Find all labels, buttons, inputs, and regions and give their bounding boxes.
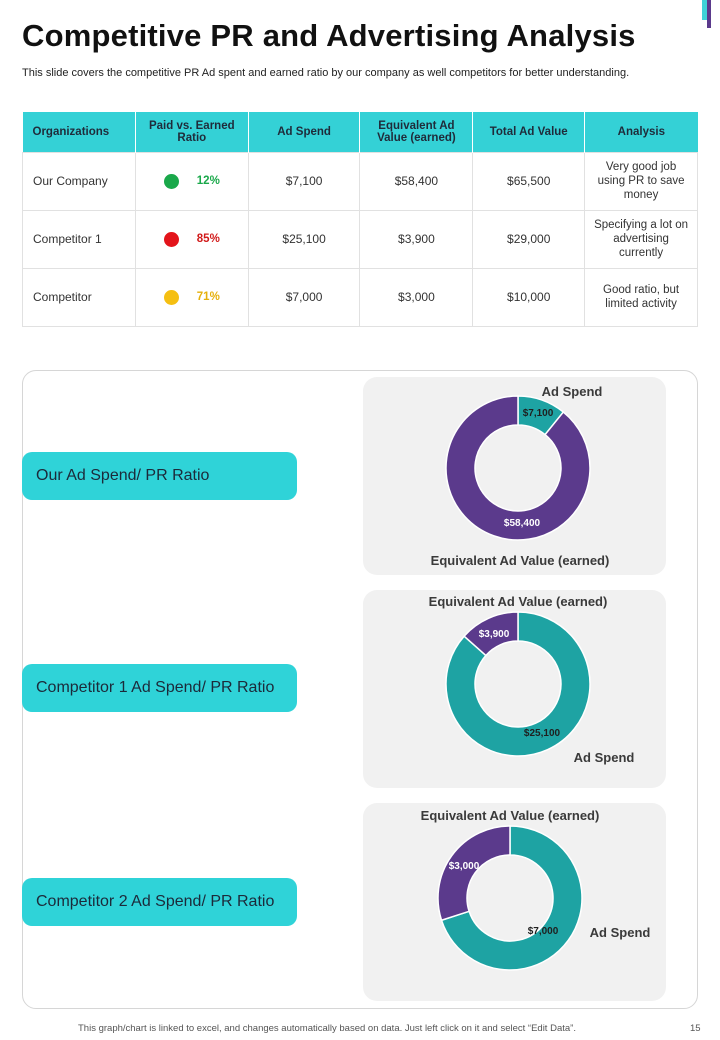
data-label: $3,900 bbox=[479, 629, 510, 640]
data-label: $3,000 bbox=[449, 861, 480, 872]
donut-chart-competitor1: $25,100 $3,900 Ad Spend Equivalent Ad Value… bbox=[429, 594, 635, 765]
data-label: $7,100 bbox=[523, 408, 554, 419]
header-analysis: Analysis bbox=[584, 112, 698, 152]
category-label: Ad Spend bbox=[590, 925, 651, 940]
data-label: $7,000 bbox=[528, 926, 559, 937]
donut-slice-equivalent bbox=[463, 611, 519, 657]
cell-analysis: Very good job using PR to save money bbox=[584, 151, 698, 211]
category-label: Ad Spend bbox=[542, 384, 603, 399]
accent-bar bbox=[702, 0, 707, 20]
category-label: Equivalent Ad Value (earned) bbox=[429, 594, 608, 609]
page-title: Competitive PR and Advertising Analysis bbox=[22, 18, 636, 53]
cell-total: $10,000 bbox=[472, 267, 586, 327]
category-label: Equivalent Ad Value (earned) bbox=[431, 553, 610, 568]
table-header-row: Organizations Paid vs. Earned Ratio Ad S… bbox=[22, 112, 698, 152]
ratio-value: 71% bbox=[196, 291, 220, 304]
cell-ratio: 12% bbox=[134, 151, 249, 211]
header-ratio: Paid vs. Earned Ratio bbox=[135, 112, 249, 152]
cell-organization: Competitor 1 bbox=[22, 209, 136, 269]
chart-card-competitor1: $25,100 $3,900 Ad Spend Equivalent Ad Value… bbox=[363, 590, 666, 788]
data-label: $58,400 bbox=[504, 518, 541, 529]
cell-ratio: 71% bbox=[134, 267, 249, 327]
table-row: Competitor 1 85% $25,100 $3,900 $29,000 Speci… bbox=[22, 209, 698, 269]
accent-bar-purple bbox=[707, 0, 711, 28]
ratio-value: 85% bbox=[196, 233, 220, 246]
cell-analysis: Good ratio, but limited activity bbox=[584, 267, 698, 327]
status-dot-icon bbox=[163, 289, 179, 305]
header-equivalent: Equivalent Ad Value (earned) bbox=[359, 112, 474, 152]
donut-slice-equivalent bbox=[437, 825, 511, 922]
donut-slice-ad-spend bbox=[440, 825, 583, 971]
label-our-ratio: Our Ad Spend/ PR Ratio bbox=[22, 452, 297, 500]
cell-ad-spend: $7,000 bbox=[247, 267, 361, 327]
label-competitor2-ratio: Competitor 2 Ad Spend/ PR Ratio bbox=[22, 878, 297, 926]
donut-slice-equivalent bbox=[445, 395, 591, 541]
comparison-table: Organizations Paid vs. Earned Ratio Ad S… bbox=[22, 112, 698, 327]
cell-organization: Competitor bbox=[22, 267, 136, 327]
header-ad-spend: Ad Spend bbox=[248, 112, 361, 152]
chart-card-our-company: $7,100 $58,400 Ad Spend Equivalent Ad Value… bbox=[363, 377, 666, 575]
data-label: $25,100 bbox=[524, 728, 561, 739]
table-row: Our Company 12% $7,100 $58,400 $65,500 Very g… bbox=[22, 151, 698, 211]
status-dot-icon bbox=[163, 231, 179, 247]
cell-analysis: Specifying a lot on advertising currentl… bbox=[584, 209, 698, 269]
chart-card-competitor2: $7,000 $3,000 Ad Spend Equivalent Ad Value … bbox=[363, 803, 666, 1001]
table-row: Competitor 71% $7,000 $3,000 $10,000 Good rat… bbox=[22, 267, 698, 327]
cell-equivalent: $3,900 bbox=[359, 209, 474, 269]
cell-equivalent: $58,400 bbox=[359, 151, 474, 211]
label-competitor1-ratio: Competitor 1 Ad Spend/ PR Ratio bbox=[22, 664, 297, 712]
cell-ad-spend: $7,100 bbox=[247, 151, 361, 211]
category-label: Equivalent Ad Value (earned) bbox=[421, 808, 600, 823]
cell-total: $65,500 bbox=[472, 151, 586, 211]
footer-note: This graph/chart is linked to excel, and… bbox=[78, 1023, 576, 1034]
page-number: 15 bbox=[690, 1023, 701, 1034]
ratio-value: 12% bbox=[196, 175, 220, 188]
page-subtitle: This slide covers the competitive PR Ad … bbox=[22, 67, 630, 79]
cell-equivalent: $3,000 bbox=[359, 267, 474, 327]
cell-ratio: 85% bbox=[134, 209, 249, 269]
cell-ad-spend: $25,100 bbox=[247, 209, 361, 269]
category-label: Ad Spend bbox=[574, 750, 635, 765]
cell-organization: Our Company bbox=[22, 151, 136, 211]
donut-chart-our-company: $7,100 $58,400 Ad Spend Equivalent Ad Value… bbox=[431, 384, 610, 568]
cell-total: $29,000 bbox=[472, 209, 586, 269]
header-total: Total Ad Value bbox=[472, 112, 586, 152]
header-organizations: Organizations bbox=[22, 112, 136, 152]
status-dot-icon bbox=[163, 173, 179, 189]
donut-slice-ad-spend bbox=[445, 611, 591, 757]
donut-chart-competitor2: $7,000 $3,000 Ad Spend Equivalent Ad Value … bbox=[421, 808, 651, 971]
